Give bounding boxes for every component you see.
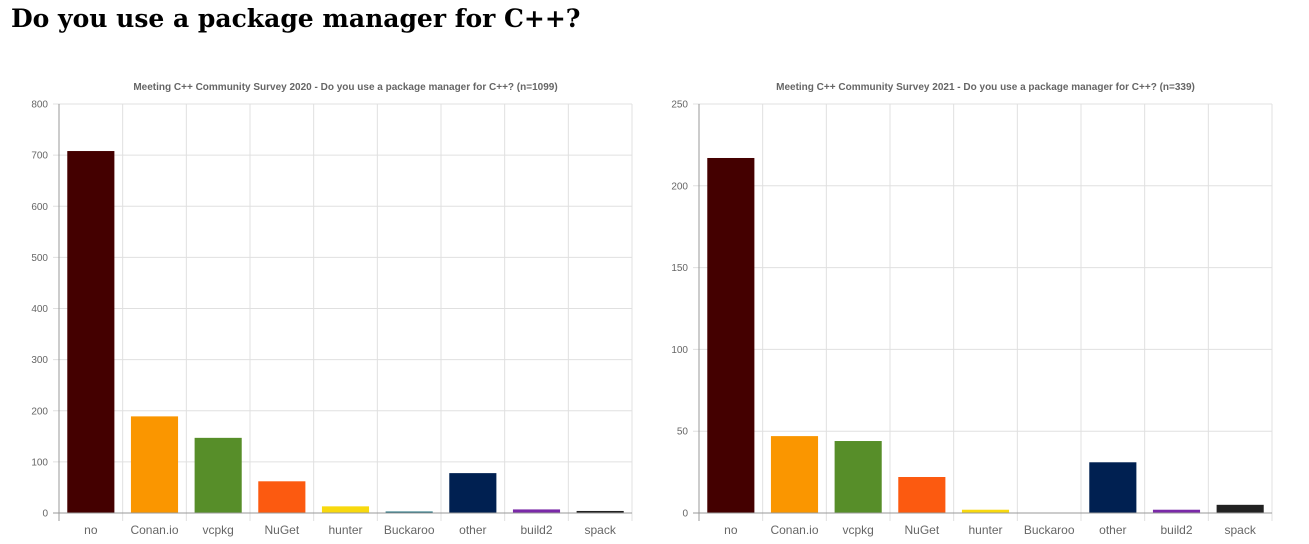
bar-no (67, 151, 115, 513)
bar-spack (576, 510, 624, 513)
y-tick-label: 100 (671, 345, 688, 356)
x-tick-label-vcpkg: vcpkg (842, 523, 873, 537)
chart-2021: Meeting C++ Community Survey 2021 - Do y… (671, 82, 1273, 537)
y-tick-label: 50 (677, 427, 689, 438)
bar-hunter (961, 509, 1010, 513)
x-tick-label-other: other (459, 523, 486, 537)
x-tick-label-conan-io: Conan.io (770, 523, 818, 537)
chart-title: Meeting C++ Community Survey 2021 - Do y… (776, 82, 1195, 93)
bar-vcpkg (834, 441, 882, 513)
bar-build2 (512, 509, 561, 513)
bar-other (449, 473, 497, 513)
y-tick-label: 0 (682, 509, 688, 520)
bar-buckaroo (385, 511, 433, 513)
y-tick-label: 250 (671, 100, 688, 111)
x-tick-label-no: no (84, 523, 98, 537)
x-tick-label-spack: spack (584, 523, 616, 537)
y-tick-label: 200 (31, 406, 48, 417)
x-tick-label-spack: spack (1224, 523, 1256, 537)
y-tick-label: 0 (42, 509, 48, 520)
y-tick-label: 200 (671, 181, 688, 192)
x-tick-label-other: other (1099, 523, 1126, 537)
y-tick-label: 300 (31, 355, 48, 366)
bar-other (1089, 462, 1137, 513)
bar-hunter (321, 506, 370, 513)
x-tick-label-hunter: hunter (328, 523, 362, 537)
x-tick-label-nuget: NuGet (904, 523, 939, 537)
y-tick-label: 500 (31, 253, 48, 264)
bar-conan-io (130, 416, 179, 513)
y-tick-label: 100 (31, 457, 48, 468)
chart-2020: Meeting C++ Community Survey 2020 - Do y… (31, 82, 633, 537)
bar-nuget (258, 481, 306, 513)
bar-build2 (1152, 509, 1201, 513)
y-tick-label: 400 (31, 304, 48, 315)
x-tick-label-hunter: hunter (968, 523, 1002, 537)
y-tick-label: 700 (31, 151, 48, 162)
bar-no (707, 157, 755, 513)
x-tick-label-vcpkg: vcpkg (202, 523, 233, 537)
chart-title: Meeting C++ Community Survey 2020 - Do y… (133, 82, 557, 93)
y-tick-label: 600 (31, 202, 48, 213)
bar-nuget (898, 477, 946, 513)
page-title: Do you use a package manager for C++? (11, 4, 581, 33)
x-tick-label-build2: build2 (1160, 523, 1192, 537)
x-tick-label-buckaroo: Buckaroo (1024, 523, 1075, 537)
bar-conan-io (770, 436, 819, 513)
y-tick-label: 800 (31, 100, 48, 111)
bar-spack (1216, 504, 1264, 513)
y-tick-label: 150 (671, 263, 688, 274)
x-tick-label-no: no (724, 523, 738, 537)
bar-vcpkg (194, 437, 242, 513)
x-tick-label-buckaroo: Buckaroo (384, 523, 435, 537)
x-tick-label-conan-io: Conan.io (130, 523, 178, 537)
x-tick-label-nuget: NuGet (264, 523, 299, 537)
x-tick-label-build2: build2 (520, 523, 552, 537)
